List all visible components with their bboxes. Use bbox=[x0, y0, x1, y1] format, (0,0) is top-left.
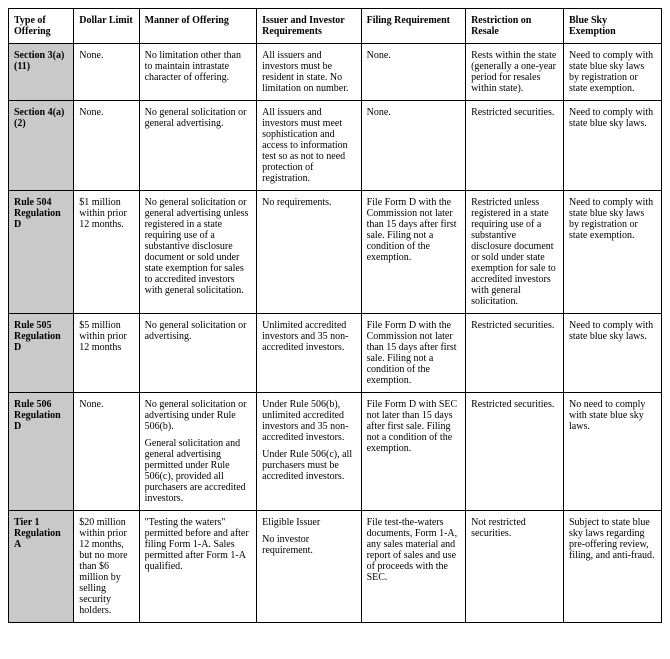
col-manner: Manner of Offering bbox=[139, 9, 257, 44]
cell-type: Section 3(a)(11) bbox=[9, 44, 74, 101]
cell-issuer-p1: Under Rule 506(b), unlimited accredited … bbox=[262, 399, 355, 443]
cell-dollar: $5 million within prior 12 months bbox=[74, 314, 139, 393]
cell-issuer: All issuers and investors must meet soph… bbox=[257, 101, 361, 191]
cell-filing: File Form D with the Commission not late… bbox=[361, 314, 465, 393]
cell-dollar: None. bbox=[74, 44, 139, 101]
cell-filing: None. bbox=[361, 44, 465, 101]
table-row: Section 3(a)(11) None. No limitation oth… bbox=[9, 44, 662, 101]
table-row: Rule 506 Regulation D None. No general s… bbox=[9, 393, 662, 511]
table-row: Section 4(a)(2) None. No general solicit… bbox=[9, 101, 662, 191]
cell-type: Rule 506 Regulation D bbox=[9, 393, 74, 511]
cell-dollar: None. bbox=[74, 393, 139, 511]
cell-restriction: Rests within the state (generally a one-… bbox=[466, 44, 564, 101]
cell-type: Tier 1 Regulation A bbox=[9, 511, 74, 623]
col-filing: Filing Requirement bbox=[361, 9, 465, 44]
cell-dollar: None. bbox=[74, 101, 139, 191]
cell-dollar: $1 million within prior 12 months. bbox=[74, 191, 139, 314]
cell-restriction: Restricted securities. bbox=[466, 314, 564, 393]
cell-manner: No general solicitation or advertising u… bbox=[139, 393, 257, 511]
col-issuer: Issuer and Investor Requirements bbox=[257, 9, 361, 44]
cell-filing: File Form D with SEC not later than 15 d… bbox=[361, 393, 465, 511]
cell-type: Section 4(a)(2) bbox=[9, 101, 74, 191]
col-bluesky: Blue Sky Exemption bbox=[564, 9, 662, 44]
cell-restriction: Not restricted securities. bbox=[466, 511, 564, 623]
cell-restriction: Restricted securities. bbox=[466, 101, 564, 191]
cell-issuer: Under Rule 506(b), unlimited accredited … bbox=[257, 393, 361, 511]
cell-manner-p1: No general solicitation or advertising u… bbox=[145, 399, 252, 432]
cell-issuer-p2: Under Rule 506(c), all purchasers must b… bbox=[262, 449, 355, 482]
header-row: Type of Offering Dollar Limit Manner of … bbox=[9, 9, 662, 44]
cell-filing: File test-the-waters documents, Form 1-A… bbox=[361, 511, 465, 623]
cell-issuer: No requirements. bbox=[257, 191, 361, 314]
cell-type: Rule 505 Regulation D bbox=[9, 314, 74, 393]
cell-filing: None. bbox=[361, 101, 465, 191]
cell-filing: File Form D with the Commission not late… bbox=[361, 191, 465, 314]
table-row: Rule 505 Regulation D $5 million within … bbox=[9, 314, 662, 393]
cell-issuer: Unlimited accredited investors and 35 no… bbox=[257, 314, 361, 393]
cell-type: Rule 504 Regulation D bbox=[9, 191, 74, 314]
col-restriction: Restriction on Resale bbox=[466, 9, 564, 44]
cell-restriction: Restricted unless registered in a state … bbox=[466, 191, 564, 314]
col-type: Type of Offering bbox=[9, 9, 74, 44]
col-dollar: Dollar Limit bbox=[74, 9, 139, 44]
cell-issuer-p1: Eligible Issuer bbox=[262, 517, 355, 528]
cell-manner: No general solicitation or advertising. bbox=[139, 314, 257, 393]
cell-issuer-p2: No investor requirement. bbox=[262, 534, 355, 556]
cell-bluesky: Need to comply with state blue sky laws. bbox=[564, 314, 662, 393]
offerings-table: Type of Offering Dollar Limit Manner of … bbox=[8, 8, 662, 623]
table-row: Rule 504 Regulation D $1 million within … bbox=[9, 191, 662, 314]
cell-manner: No general solicitation or general adver… bbox=[139, 101, 257, 191]
cell-issuer: Eligible Issuer No investor requirement. bbox=[257, 511, 361, 623]
cell-bluesky: Need to comply with state blue sky laws … bbox=[564, 44, 662, 101]
table-row: Tier 1 Regulation A $20 million within p… bbox=[9, 511, 662, 623]
cell-bluesky: Need to comply with state blue sky laws … bbox=[564, 191, 662, 314]
cell-dollar: $20 million within prior 12 months, but … bbox=[74, 511, 139, 623]
cell-manner-p2: General solicitation and general adverti… bbox=[145, 438, 252, 504]
cell-issuer: All issuers and investors must be reside… bbox=[257, 44, 361, 101]
cell-bluesky: Need to comply with state blue sky laws. bbox=[564, 101, 662, 191]
cell-bluesky: No need to comply with state blue sky la… bbox=[564, 393, 662, 511]
cell-manner: No general solicitation or general adver… bbox=[139, 191, 257, 314]
cell-manner: No limitation other than to maintain int… bbox=[139, 44, 257, 101]
cell-manner: "Testing the waters" permitted before an… bbox=[139, 511, 257, 623]
cell-bluesky: Subject to state blue sky laws regarding… bbox=[564, 511, 662, 623]
cell-restriction: Restricted securities. bbox=[466, 393, 564, 511]
